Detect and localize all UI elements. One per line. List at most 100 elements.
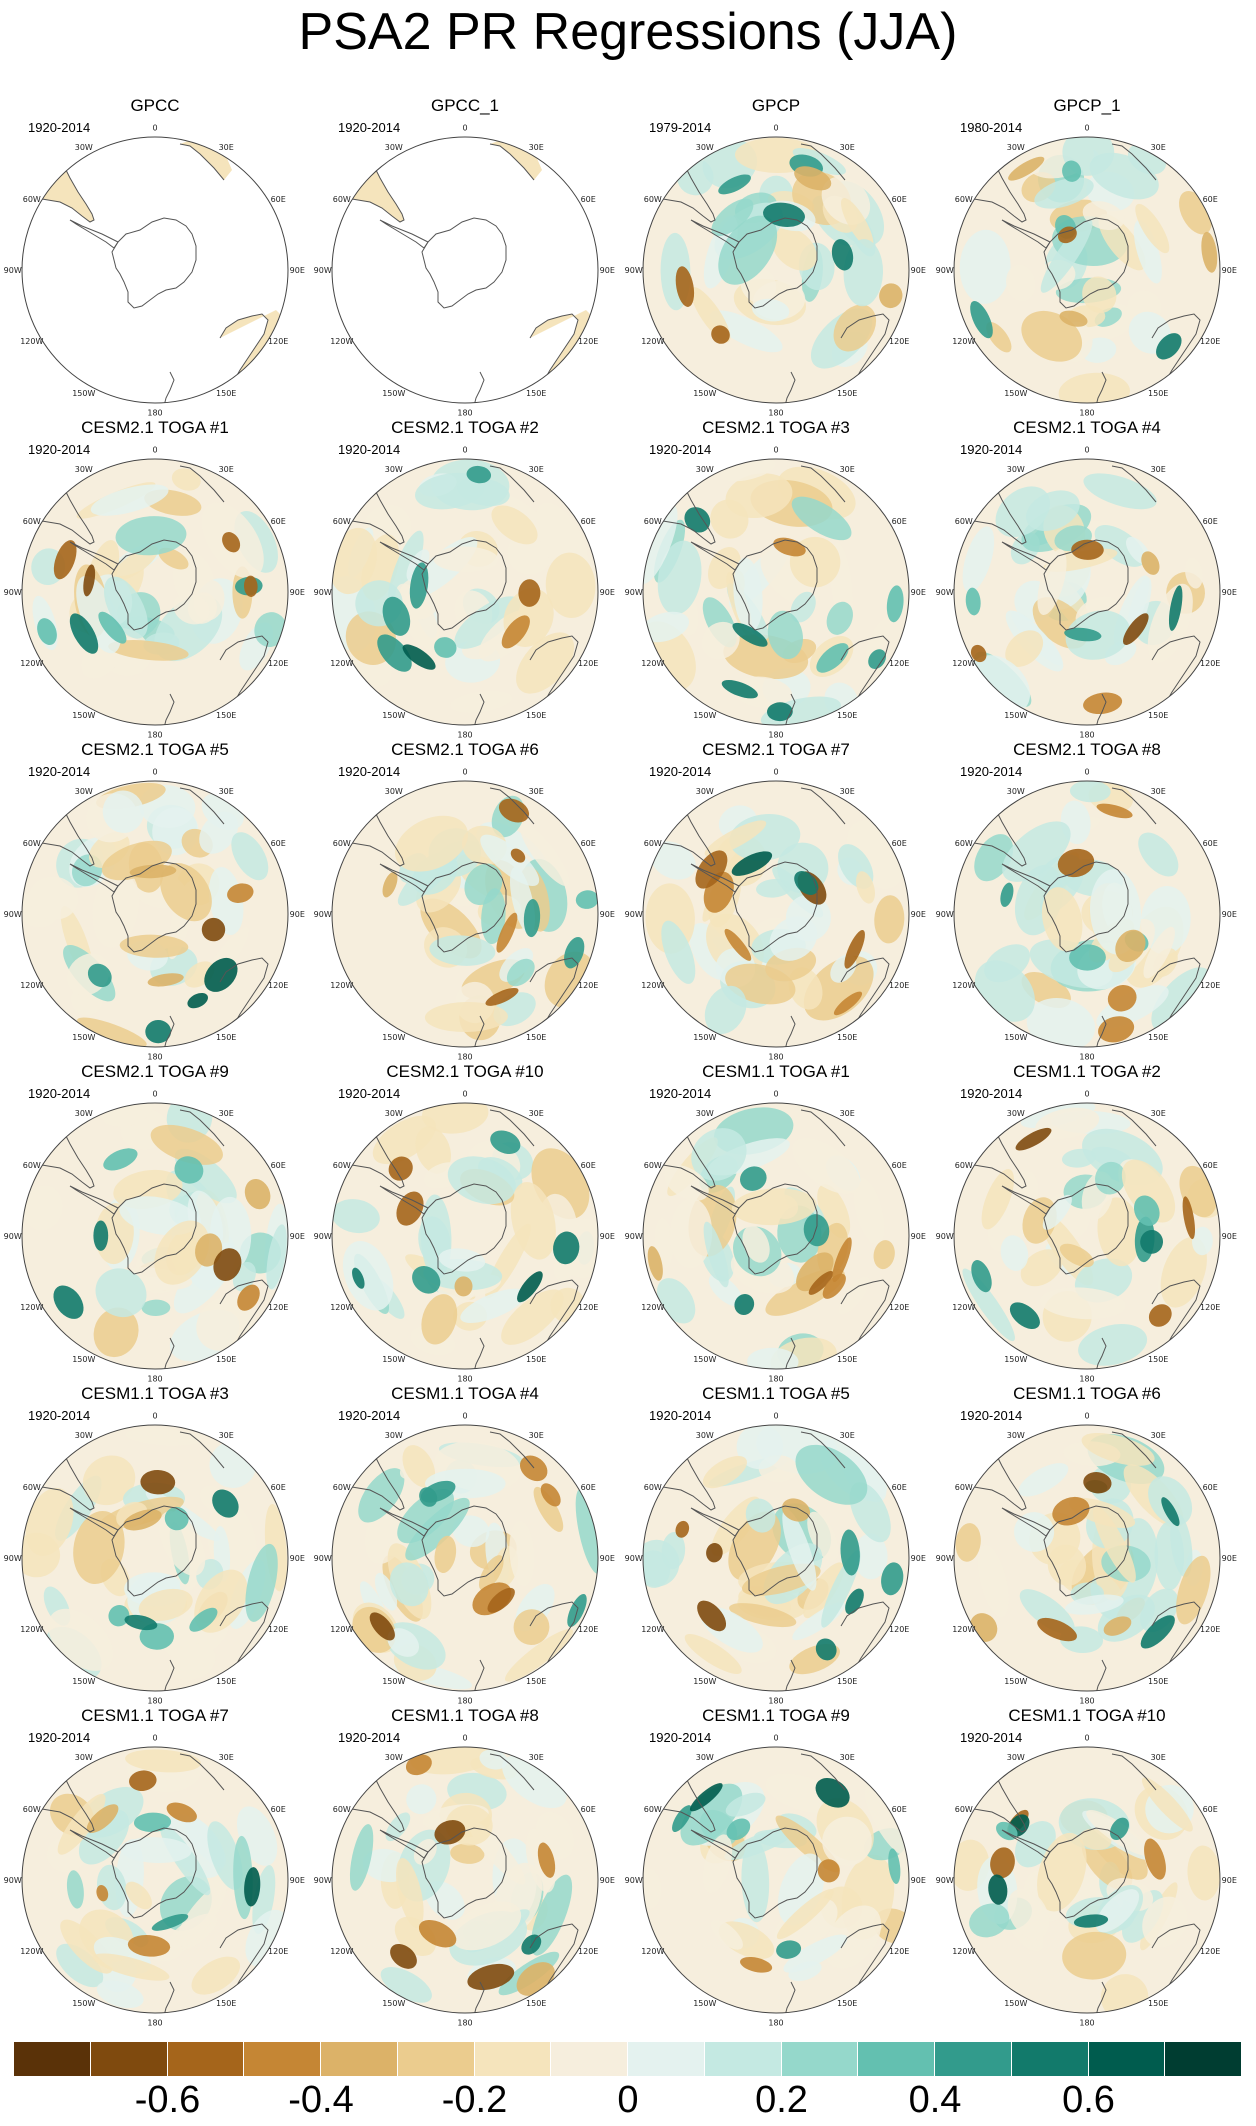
longitude-label: 180 [457,1374,472,1383]
longitude-label: 30E [219,1431,234,1440]
longitude-label: 0 [462,446,467,455]
panel-title: CESM1.1 TOGA #8 [391,1706,539,1725]
longitude-label: 150E [1148,1355,1168,1364]
longitude-label: 180 [768,1696,783,1705]
longitude-label: 120E [889,337,909,346]
longitude-label: 60E [1203,195,1218,204]
longitude-label: 60E [581,839,596,848]
longitude-label: 180 [1079,1696,1094,1705]
longitude-label: 150E [526,389,546,398]
longitude-label: 180 [457,730,472,739]
longitude-label: 30E [840,787,855,796]
longitude-label: 90W [4,588,22,597]
longitude-label: 0 [1084,768,1089,777]
longitude-label: 180 [1079,2018,1094,2027]
longitude-label: 60W [333,839,351,848]
map-panel: CESM1.1 TOGA #4 1920-2014 0 30E 60E 90E 120E 15… [310,1384,620,1706]
panel-title: GPCP_1 [1053,96,1121,115]
panel-period: 1920-2014 [28,764,91,779]
longitude-label: 180 [147,1374,162,1383]
longitude-label: 60E [271,517,286,526]
longitude-label: 120E [889,1625,909,1634]
longitude-label: 90W [936,910,954,919]
longitude-label: 30W [385,143,403,152]
longitude-label: 90E [600,910,615,919]
colorbar-swatch [858,2042,935,2076]
longitude-label: 0 [462,1090,467,1099]
longitude-label: 60E [581,1161,596,1170]
longitude-label: 0 [773,1090,778,1099]
longitude-label: 30E [1151,1753,1166,1762]
longitude-label: 150W [693,1677,716,1686]
longitude-label: 30E [1151,1431,1166,1440]
longitude-label: 90W [936,1554,954,1563]
regression-field [22,1103,288,1369]
panel-title: CESM2.1 TOGA #8 [1013,740,1161,759]
longitude-label: 60W [333,195,351,204]
longitude-label: 60W [333,1161,351,1170]
colorbar-swatch [244,2042,321,2076]
longitude-label: 90E [911,266,926,275]
longitude-label: 180 [147,2018,162,2027]
longitude-label: 150W [72,1033,95,1042]
longitude-label: 60E [1203,1805,1218,1814]
longitude-label: 150E [1148,389,1168,398]
longitude-label: 30W [1007,1753,1025,1762]
longitude-label: 60W [955,1161,973,1170]
longitude-label: 60W [955,1483,973,1492]
longitude-label: 30W [696,787,714,796]
longitude-label: 150W [693,711,716,720]
longitude-label: 120W [330,1947,353,1956]
map-panel: CESM1.1 TOGA #6 1920-2014 0 30E 60E 90E 120E 15… [932,1384,1242,1706]
regression-field [332,1103,598,1369]
longitude-label: 30E [219,465,234,474]
longitude-label: 60E [892,839,907,848]
longitude-label: 150W [693,1033,716,1042]
panel-period: 1920-2014 [28,1730,91,1745]
panel-period: 1920-2014 [338,1408,401,1423]
longitude-label: 60W [644,195,662,204]
longitude-label: 30W [1007,1431,1025,1440]
longitude-label: 180 [147,408,162,417]
panel-title: CESM1.1 TOGA #5 [702,1384,850,1403]
longitude-label: 180 [457,408,472,417]
longitude-label: 120W [20,1947,43,1956]
longitude-label: 180 [768,1374,783,1383]
longitude-label: 150W [693,1999,716,2008]
regression-field [643,1103,909,1369]
panel-period: 1920-2014 [960,764,1023,779]
longitude-label: 30W [696,1753,714,1762]
longitude-label: 90E [600,266,615,275]
longitude-label: 180 [1079,1052,1094,1061]
colorbar-swatch [1011,2042,1089,2076]
colorbar-swatch [781,2042,859,2076]
longitude-label: 30E [840,1109,855,1118]
longitude-label: 30W [1007,143,1025,152]
longitude-label: 120E [1200,1303,1220,1312]
longitude-label: 0 [462,768,467,777]
panel-period: 1920-2014 [649,1408,712,1423]
longitude-label: 150E [837,711,857,720]
longitude-label: 120W [20,981,43,990]
map-panel: CESM1.1 TOGA #7 1920-2014 0 30E 60E 90E 120E 15… [0,1706,310,2028]
panel-title: CESM2.1 TOGA #3 [702,418,850,437]
longitude-label: 30W [1007,1109,1025,1118]
regression-field [22,781,288,1047]
map-panel: CESM1.1 TOGA #10 1920-2014 0 30E 60E 90E 120E 1… [932,1706,1242,2028]
longitude-label: 120E [889,981,909,990]
longitude-label: 150E [216,1355,236,1364]
panel-title: CESM2.1 TOGA #6 [391,740,539,759]
longitude-label: 90W [936,1232,954,1241]
polar-map: 0 30E 60E 90E 120E 150E 180 150W 120W 90W 60W 30W [4,1090,305,1384]
longitude-label: 60E [892,1161,907,1170]
longitude-label: 30E [1151,787,1166,796]
longitude-label: 120E [268,981,288,990]
longitude-label: 150W [382,1677,405,1686]
longitude-label: 120W [330,1303,353,1312]
longitude-label: 90W [625,588,643,597]
longitude-label: 120E [578,659,598,668]
regression-field [332,1425,598,1691]
longitude-label: 90E [290,1554,305,1563]
polar-map: 0 30E 60E 90E 120E 150E 180 150W 120W 90W 60W 30W [625,124,926,418]
longitude-label: 150W [382,389,405,398]
